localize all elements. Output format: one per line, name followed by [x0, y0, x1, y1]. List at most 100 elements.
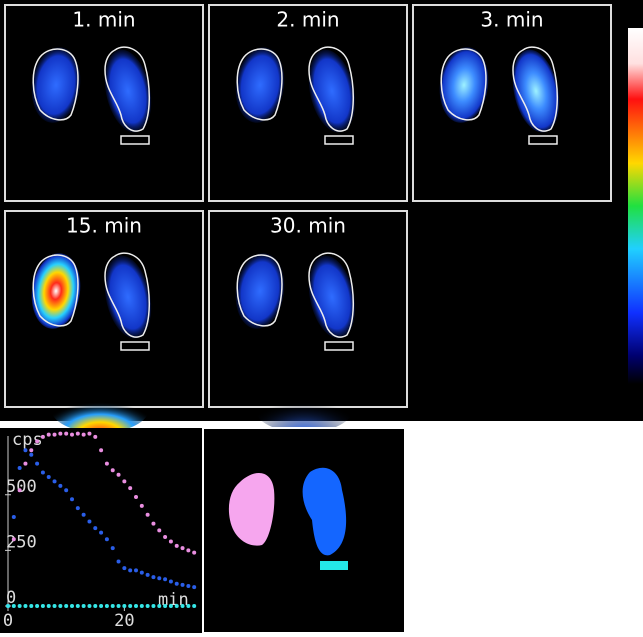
y-tick-label: 500: [6, 477, 37, 497]
data-point: [52, 604, 57, 608]
data-point: [70, 497, 74, 502]
kidney-outline: [32, 48, 79, 121]
panel-grid: 1. min 2. min 3. min 15. min 30. min: [4, 4, 612, 433]
data-point: [157, 576, 162, 581]
data-point: [58, 483, 63, 488]
data-point: [192, 585, 197, 590]
data-point: [110, 468, 115, 473]
data-point: [17, 604, 22, 608]
data-point: [11, 537, 16, 542]
data-point: [35, 461, 40, 466]
panel-label: 1. min: [72, 8, 135, 32]
panel-label: 3. min: [480, 8, 543, 32]
bladder-activity: [50, 381, 150, 433]
data-point: [64, 604, 69, 608]
kidney-outline: [440, 48, 487, 121]
data-point: [192, 604, 197, 608]
data-point: [186, 604, 191, 608]
data-point: [151, 521, 156, 526]
left-roi: [228, 472, 275, 546]
y-axis-label: cps: [12, 430, 43, 450]
kidney-outline: [236, 254, 283, 327]
data-point: [122, 566, 127, 571]
data-point: [180, 582, 185, 587]
kidney-activity: [235, 47, 285, 123]
data-point: [99, 604, 104, 608]
kidney-outline: [104, 252, 151, 338]
scan-panel: 2. min: [208, 4, 408, 202]
kidney-outline: [308, 252, 355, 338]
data-point: [145, 572, 150, 577]
data-point: [23, 604, 28, 608]
data-point: [11, 604, 16, 608]
data-point: [46, 432, 51, 437]
data-point: [128, 604, 133, 608]
data-point: [134, 604, 138, 608]
data-point: [29, 452, 34, 457]
data-point: [99, 448, 104, 453]
data-point: [11, 515, 16, 519]
data-point: [192, 550, 197, 555]
data-point: [110, 604, 115, 608]
data-point: [128, 568, 133, 573]
data-point: [46, 604, 51, 608]
data-point: [52, 479, 57, 484]
data-point: [81, 604, 86, 608]
data-point: [46, 474, 51, 479]
data-point: [35, 604, 40, 608]
data-point: [134, 568, 138, 573]
data-point: [104, 461, 109, 466]
scan-panel: 1. min: [4, 4, 204, 202]
data-point: [151, 604, 156, 608]
data-point: [17, 466, 22, 471]
data-point: [180, 546, 185, 551]
kidney-outline: [236, 48, 283, 121]
data-point: [180, 604, 185, 608]
data-point: [134, 494, 138, 499]
data-point: [139, 570, 144, 575]
data-point: [70, 432, 74, 437]
right-roi: [302, 467, 347, 556]
data-point: [75, 506, 80, 511]
data-point: [116, 604, 121, 608]
data-point: [186, 583, 191, 588]
data-point: [29, 604, 34, 608]
kidney-outline: [104, 46, 151, 132]
data-point: [139, 604, 144, 608]
data-point: [29, 448, 34, 453]
panel-label: 30. min: [270, 214, 346, 238]
data-point: [168, 539, 173, 544]
data-point: [174, 581, 179, 586]
kidney-activity: [104, 255, 152, 339]
data-point: [52, 432, 57, 437]
x-tick-label: 20: [114, 611, 134, 631]
data-point: [58, 604, 63, 608]
data-point: [116, 472, 121, 477]
data-point: [87, 519, 92, 524]
data-point: [87, 431, 92, 436]
data-point: [174, 543, 179, 548]
background-roi: [320, 561, 348, 570]
data-point: [6, 604, 10, 608]
data-point: [81, 432, 86, 437]
data-point: [157, 528, 162, 533]
scan-panel: 3. min: [412, 4, 612, 202]
color-scale: [628, 28, 643, 384]
data-point: [151, 575, 156, 580]
kidney-outline: [512, 46, 559, 132]
data-point: [64, 488, 69, 493]
data-point: [168, 604, 173, 608]
kidney-activity: [235, 253, 285, 329]
scan-panel: 30. min: [208, 210, 408, 433]
data-point: [64, 431, 69, 436]
data-point: [99, 530, 104, 535]
data-point: [139, 503, 144, 508]
roi-panel: [202, 427, 406, 634]
data-point: [145, 512, 150, 517]
data-point: [163, 604, 168, 608]
data-point: [174, 604, 179, 608]
data-point: [145, 604, 150, 608]
